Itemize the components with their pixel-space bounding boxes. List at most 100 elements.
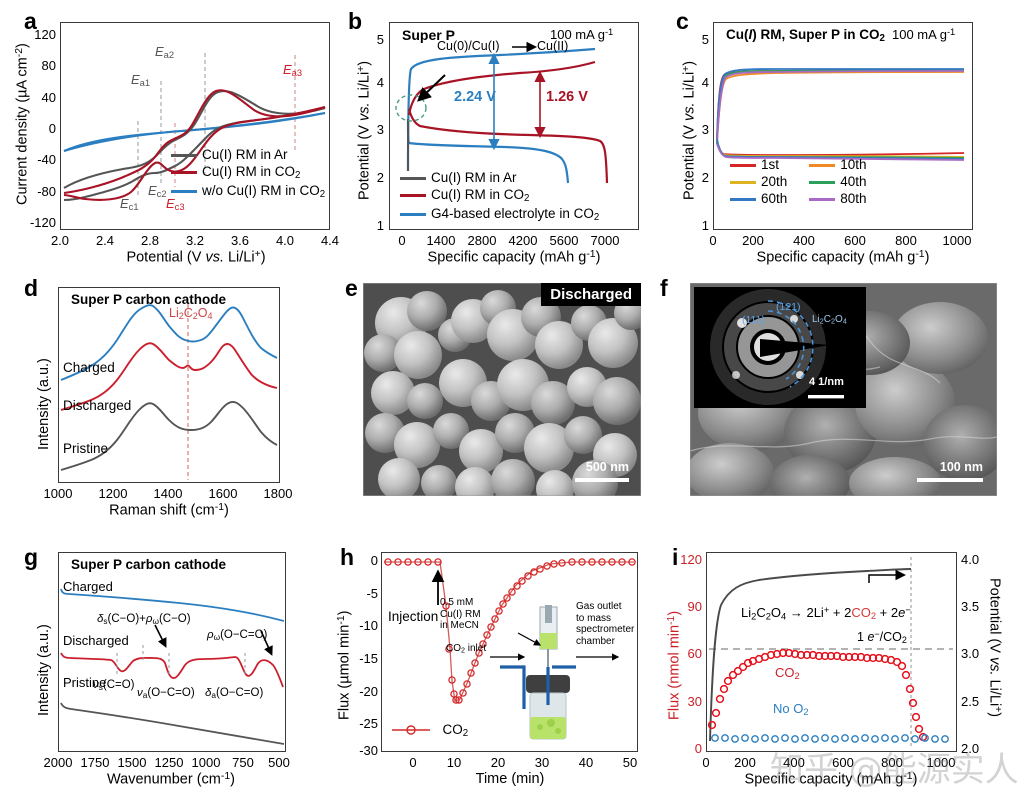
panel-c-axes: Cu(I) RM, Super P in CO2 100 mA g-1 1st … [713, 22, 973, 230]
xtick: 4200 [508, 233, 538, 248]
xtick: 1250 [154, 755, 184, 770]
curve-label-discharged: Discharged [63, 633, 129, 648]
panel-a-plot [63, 53, 326, 202]
ytick: 120 [680, 552, 702, 567]
xtick: 1600 [208, 486, 238, 501]
panel-i-label: i [672, 544, 679, 570]
legend-label: 40th [840, 174, 867, 189]
legend-label: 80th [840, 191, 867, 206]
xtick: 0 [702, 755, 710, 770]
legend-swatch [809, 180, 836, 184]
legend-label: 1st [761, 157, 780, 172]
peak-label-3: νa(O−C=O) [137, 687, 195, 700]
panel-e-scalebar [575, 478, 629, 482]
peak-label-4: ρω(O−C=O) [207, 629, 268, 642]
legend-swatch [171, 190, 197, 194]
ring-label-111: (111) [742, 314, 765, 326]
ytick: 30 [687, 694, 702, 709]
panel-g-ylabel: Intensity (a.u.) [36, 624, 52, 716]
legend-label: 20th [761, 174, 788, 189]
legend-swatch [809, 163, 836, 167]
panel-e-status-tag: Discharged [541, 283, 641, 306]
ytick: 1 [376, 218, 384, 233]
ytick: 1 [701, 218, 709, 233]
xtick: 400 [783, 755, 805, 770]
curve-label-pristine: Pristine [63, 441, 109, 456]
legend-swatch [730, 163, 756, 167]
panel-b-axes: Super P 100 mA g-1 Cu(0)/Cu(I) Cu(II) 2.… [389, 22, 639, 230]
peak-label-Ec1: Ec1 [120, 196, 139, 213]
ytick: 3 [701, 122, 709, 137]
xtick: 2800 [467, 233, 497, 248]
panel-i-ylabel: Flux (nmol min-1) [666, 610, 683, 720]
ytick: 5 [701, 32, 709, 47]
xtick: 0 [709, 233, 717, 248]
marker-label-li2c2o4: Li2C2O4 [169, 306, 213, 321]
annotation-injection: Injection [388, 609, 439, 624]
legend-item: w/o Cu(I) RM in CO2 [171, 183, 325, 200]
panel-g-plot [60, 588, 284, 745]
inset-outlet-label: Gas outlet to mass spectrometer chamber [576, 601, 635, 647]
ytick: -15 [359, 651, 378, 666]
panel-g-axes: Super P carbon cathode Charged Discharge… [58, 552, 286, 752]
panel-c-title: Cu(I) RM, Super P in CO2 [726, 27, 885, 45]
panel-h-plot [384, 558, 636, 704]
panel-g-xlabel: Wavenumber (cm-1) [106, 771, 235, 788]
ytick: 80 [41, 58, 56, 73]
panel-c-ylabel: Potential (V vs. Li/Li+) [681, 60, 698, 200]
xtick: 5600 [549, 233, 579, 248]
legend-swatch [730, 180, 756, 184]
legend-swatch [171, 170, 197, 174]
xtick: 2000 [43, 755, 73, 770]
xtick: 1000 [191, 755, 221, 770]
ytick: -120 [29, 215, 56, 230]
panel-h-ylabel: Flux (µmol min-1) [336, 610, 353, 721]
curve-label-charged: Charged [63, 579, 113, 594]
apparatus-diagram [490, 605, 620, 740]
legend-swatch [400, 176, 426, 180]
annotation-cu-right: Cu(II) [537, 39, 569, 53]
ring-label-121: (121) [776, 301, 801, 313]
xtick: 2.8 [140, 233, 160, 248]
ytick: -25 [359, 716, 378, 731]
legend-label: Cu(I) RM in Ar [431, 170, 517, 185]
ytick-right: 2.0 [961, 741, 980, 756]
ytick: 5 [376, 32, 384, 47]
xtick: 1000 [926, 755, 956, 770]
ytick-right: 3.5 [961, 599, 980, 614]
xtick: 600 [832, 755, 854, 770]
ytick: 0 [370, 553, 378, 568]
peak-label-Ea2: Ea2 [155, 44, 175, 61]
annotation-no-o2: No O2 [773, 701, 809, 718]
xtick: 1750 [80, 755, 110, 770]
panel-d-ylabel: Intensity (a.u.) [36, 358, 52, 450]
xtick: 800 [881, 755, 903, 770]
legend-label: Cu(I) RM in Ar [202, 147, 288, 162]
panel-c-rate: 100 mA g-1 [892, 27, 956, 43]
curve-label-pristine: Pristine [63, 675, 107, 690]
legend-item: 40th [809, 174, 867, 189]
annotation-reaction: Li2C2O4 → 2Li+ + 2CO2 + 2e− [741, 605, 911, 622]
panel-d-axes: Super P carbon cathode Li2C2O4 Charged D… [58, 287, 280, 483]
curve-label-discharged: Discharged [63, 398, 132, 413]
inset-solution-label: 0.5 mM Cu(I) RM in MeCN [440, 597, 481, 631]
xtick: 7000 [590, 233, 620, 248]
panel-c-label: c [676, 8, 689, 34]
xtick: 1800 [263, 486, 293, 501]
legend-swatch [400, 213, 426, 217]
ytick-right: 2.5 [961, 694, 980, 709]
xtick: 40 [578, 755, 594, 770]
panel-f-label: f [660, 275, 668, 301]
annotation-electron-ratio: 1 e−/CO2 [857, 629, 907, 646]
peak-label-Ea1: Ea1 [131, 72, 151, 89]
legend-item: Cu(I) RM in CO2 [171, 164, 325, 181]
xtick: 750 [232, 755, 254, 770]
ytick: 60 [687, 646, 702, 661]
inset-inlet-label: CO2 inlet [446, 643, 487, 655]
panel-h-inset: 0.5 mM Cu(I) RM in MeCN CO2 inlet Gas outl… [440, 597, 634, 745]
legend-label: 60th [761, 191, 788, 206]
ytick: 40 [41, 90, 56, 105]
ytick: 0 [48, 121, 56, 136]
xtick: 4.0 [275, 233, 295, 248]
